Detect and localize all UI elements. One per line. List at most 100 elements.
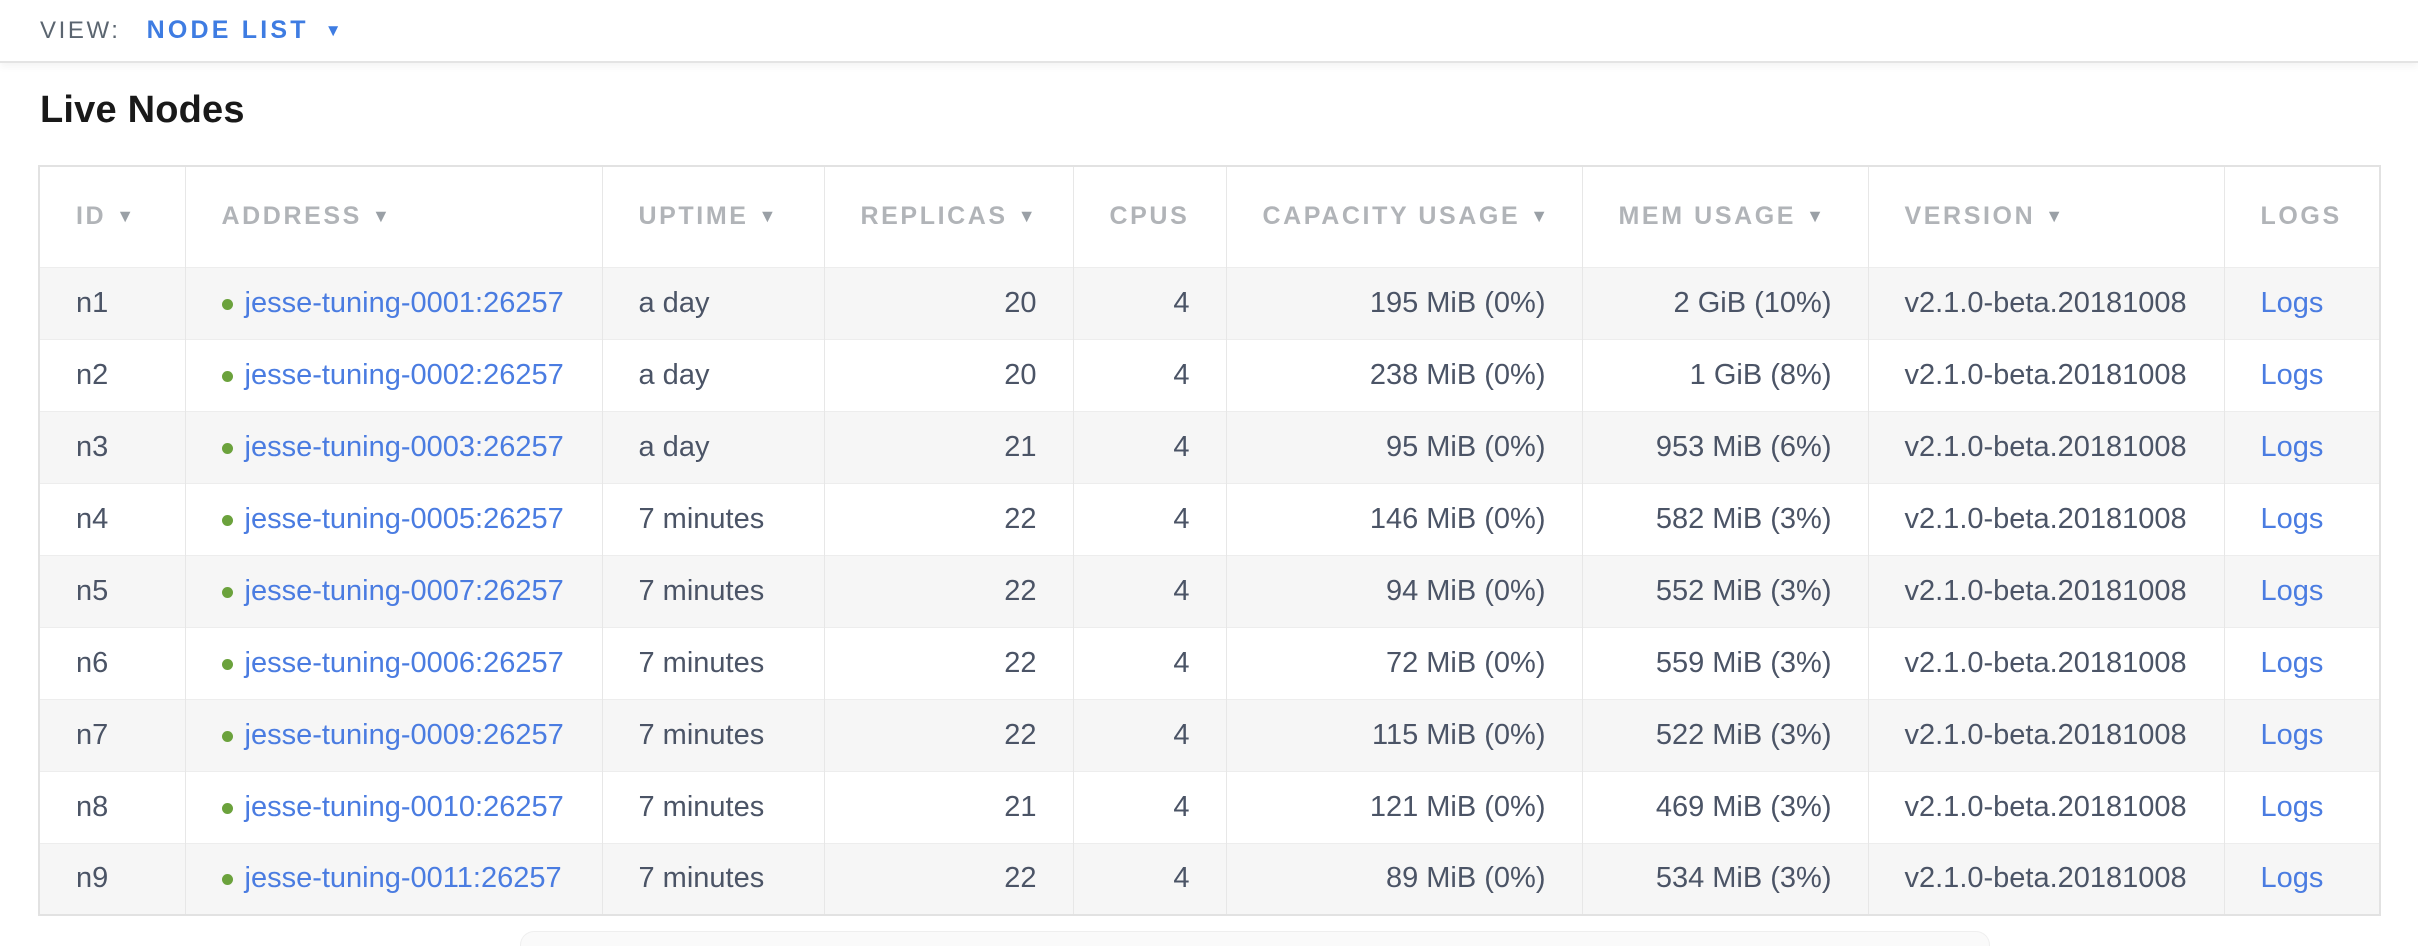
cell-mem: 582 MiB (3%) (1581, 482, 1868, 555)
cell-capacity: 121 MiB (0%) (1225, 770, 1582, 843)
node-logs-link[interactable]: Logs (2260, 430, 2324, 463)
node-address-link[interactable]: jesse-tuning-0006:26257 (244, 646, 564, 679)
next-section-edge (520, 931, 1990, 946)
cell-cpus: 4 (1072, 266, 1226, 339)
cell-version: v2.1.0-beta.20181008 (1867, 410, 2224, 483)
table-row: n6 jesse-tuning-0006:26257 7 minutes 22 4 72 … (39, 626, 2380, 699)
cell-version: v2.1.0-beta.20181008 (1867, 266, 2224, 339)
cell-replicas: 22 (823, 482, 1073, 555)
column-header-version[interactable]: VERSION ▼ (1867, 166, 2224, 267)
cell-uptime: a day (601, 266, 824, 339)
cell-cpus: 4 (1072, 410, 1226, 483)
table-header-row: ID ▼ ADDRESS ▼ UPTIME ▼ REPLICAS ▼ CPUS CAPACITY … (39, 166, 2380, 267)
column-header-label: UPTIME (638, 202, 749, 231)
table-header: ID ▼ ADDRESS ▼ UPTIME ▼ REPLICAS ▼ CPUS CAPACITY … (39, 166, 2380, 267)
cell-id: n3 (39, 410, 185, 483)
sort-arrow-icon: ▼ (116, 206, 137, 227)
cell-logs: Logs (2223, 266, 2380, 339)
cell-version: v2.1.0-beta.20181008 (1867, 338, 2224, 411)
node-address-link[interactable]: jesse-tuning-0001:26257 (244, 286, 564, 319)
cell-capacity: 95 MiB (0%) (1225, 410, 1582, 483)
cell-mem: 522 MiB (3%) (1581, 698, 1868, 771)
column-header-id[interactable]: ID ▼ (39, 166, 185, 267)
cell-replicas: 21 (823, 770, 1073, 843)
sort-arrow-icon: ▼ (758, 206, 779, 227)
column-header-label: ADDRESS (221, 202, 362, 231)
cell-logs: Logs (2223, 626, 2380, 699)
view-selected-value: NODE LIST (146, 16, 309, 44)
cell-mem: 559 MiB (3%) (1581, 626, 1868, 699)
cell-logs: Logs (2223, 842, 2380, 915)
cell-cpus: 4 (1072, 338, 1226, 411)
node-address-link[interactable]: jesse-tuning-0003:26257 (244, 430, 564, 463)
cell-id: n5 (39, 554, 185, 627)
table-body: n1 jesse-tuning-0001:26257 a day 20 4 195 MiB… (39, 266, 2380, 915)
node-status-healthy-icon (221, 514, 233, 526)
cell-id: n1 (39, 266, 185, 339)
view-selector-dropdown[interactable]: NODE LIST ▼ (147, 16, 342, 45)
cell-version: v2.1.0-beta.20181008 (1867, 698, 2224, 771)
cell-uptime: 7 minutes (601, 770, 824, 843)
node-logs-link[interactable]: Logs (2260, 358, 2324, 391)
cell-id: n7 (39, 698, 185, 771)
live-nodes-table: ID ▼ ADDRESS ▼ UPTIME ▼ REPLICAS ▼ CPUS CAPACITY … (38, 165, 2381, 916)
cell-uptime: 7 minutes (601, 626, 824, 699)
cell-version: v2.1.0-beta.20181008 (1867, 626, 2224, 699)
column-header-mem[interactable]: MEM USAGE ▼ (1581, 166, 1868, 267)
cell-id: n6 (39, 626, 185, 699)
node-address-link[interactable]: jesse-tuning-0009:26257 (244, 718, 564, 751)
cell-logs: Logs (2223, 770, 2380, 843)
node-logs-link[interactable]: Logs (2260, 790, 2324, 823)
cell-replicas: 20 (823, 338, 1073, 411)
column-header-label: CPUS (1109, 202, 1190, 231)
cell-replicas: 22 (823, 626, 1073, 699)
node-logs-link[interactable]: Logs (2260, 718, 2324, 751)
node-logs-link[interactable]: Logs (2260, 574, 2324, 607)
column-header-address[interactable]: ADDRESS ▼ (184, 166, 602, 267)
cell-cpus: 4 (1072, 482, 1226, 555)
node-status-healthy-icon (221, 442, 233, 454)
sort-arrow-icon: ▼ (1806, 206, 1827, 227)
column-header-capacity[interactable]: CAPACITY USAGE ▼ (1225, 166, 1582, 267)
cell-replicas: 22 (823, 842, 1073, 915)
cell-logs: Logs (2223, 554, 2380, 627)
column-header-label: MEM USAGE (1618, 202, 1797, 231)
cell-uptime: 7 minutes (601, 554, 824, 627)
node-status-healthy-icon (221, 370, 233, 382)
cell-address: jesse-tuning-0010:26257 (184, 770, 602, 843)
cell-id: n8 (39, 770, 185, 843)
node-address-link[interactable]: jesse-tuning-0005:26257 (244, 502, 564, 535)
node-address-link[interactable]: jesse-tuning-0002:26257 (244, 358, 564, 391)
cell-uptime: a day (601, 338, 824, 411)
cell-version: v2.1.0-beta.20181008 (1867, 482, 2224, 555)
node-address-link[interactable]: jesse-tuning-0011:26257 (244, 862, 562, 895)
cell-capacity: 238 MiB (0%) (1225, 338, 1582, 411)
cell-replicas: 20 (823, 266, 1073, 339)
cell-capacity: 115 MiB (0%) (1225, 698, 1582, 771)
sort-arrow-icon: ▼ (1530, 206, 1551, 227)
node-logs-link[interactable]: Logs (2260, 502, 2324, 535)
node-logs-link[interactable]: Logs (2260, 862, 2324, 895)
column-header-replicas[interactable]: REPLICAS ▼ (823, 166, 1073, 267)
cell-cpus: 4 (1072, 842, 1226, 915)
node-address-link[interactable]: jesse-tuning-0007:26257 (244, 574, 564, 607)
view-label: VIEW: (40, 16, 121, 44)
node-status-healthy-icon (221, 658, 233, 670)
column-header-uptime[interactable]: UPTIME ▼ (601, 166, 824, 267)
sort-arrow-icon: ▼ (2045, 206, 2066, 227)
node-address-link[interactable]: jesse-tuning-0010:26257 (244, 790, 564, 823)
cell-mem: 552 MiB (3%) (1581, 554, 1868, 627)
cell-replicas: 21 (823, 410, 1073, 483)
cell-address: jesse-tuning-0003:26257 (184, 410, 602, 483)
cell-uptime: 7 minutes (601, 842, 824, 915)
cell-mem: 469 MiB (3%) (1581, 770, 1868, 843)
node-logs-link[interactable]: Logs (2260, 286, 2324, 319)
column-header-label: LOGS (2260, 202, 2342, 231)
cell-capacity: 89 MiB (0%) (1225, 842, 1582, 915)
cell-address: jesse-tuning-0002:26257 (184, 338, 602, 411)
cell-address: jesse-tuning-0007:26257 (184, 554, 602, 627)
node-logs-link[interactable]: Logs (2260, 646, 2324, 679)
cell-version: v2.1.0-beta.20181008 (1867, 842, 2224, 915)
cell-address: jesse-tuning-0001:26257 (184, 266, 602, 339)
table-row: n2 jesse-tuning-0002:26257 a day 20 4 238 MiB… (39, 338, 2380, 411)
